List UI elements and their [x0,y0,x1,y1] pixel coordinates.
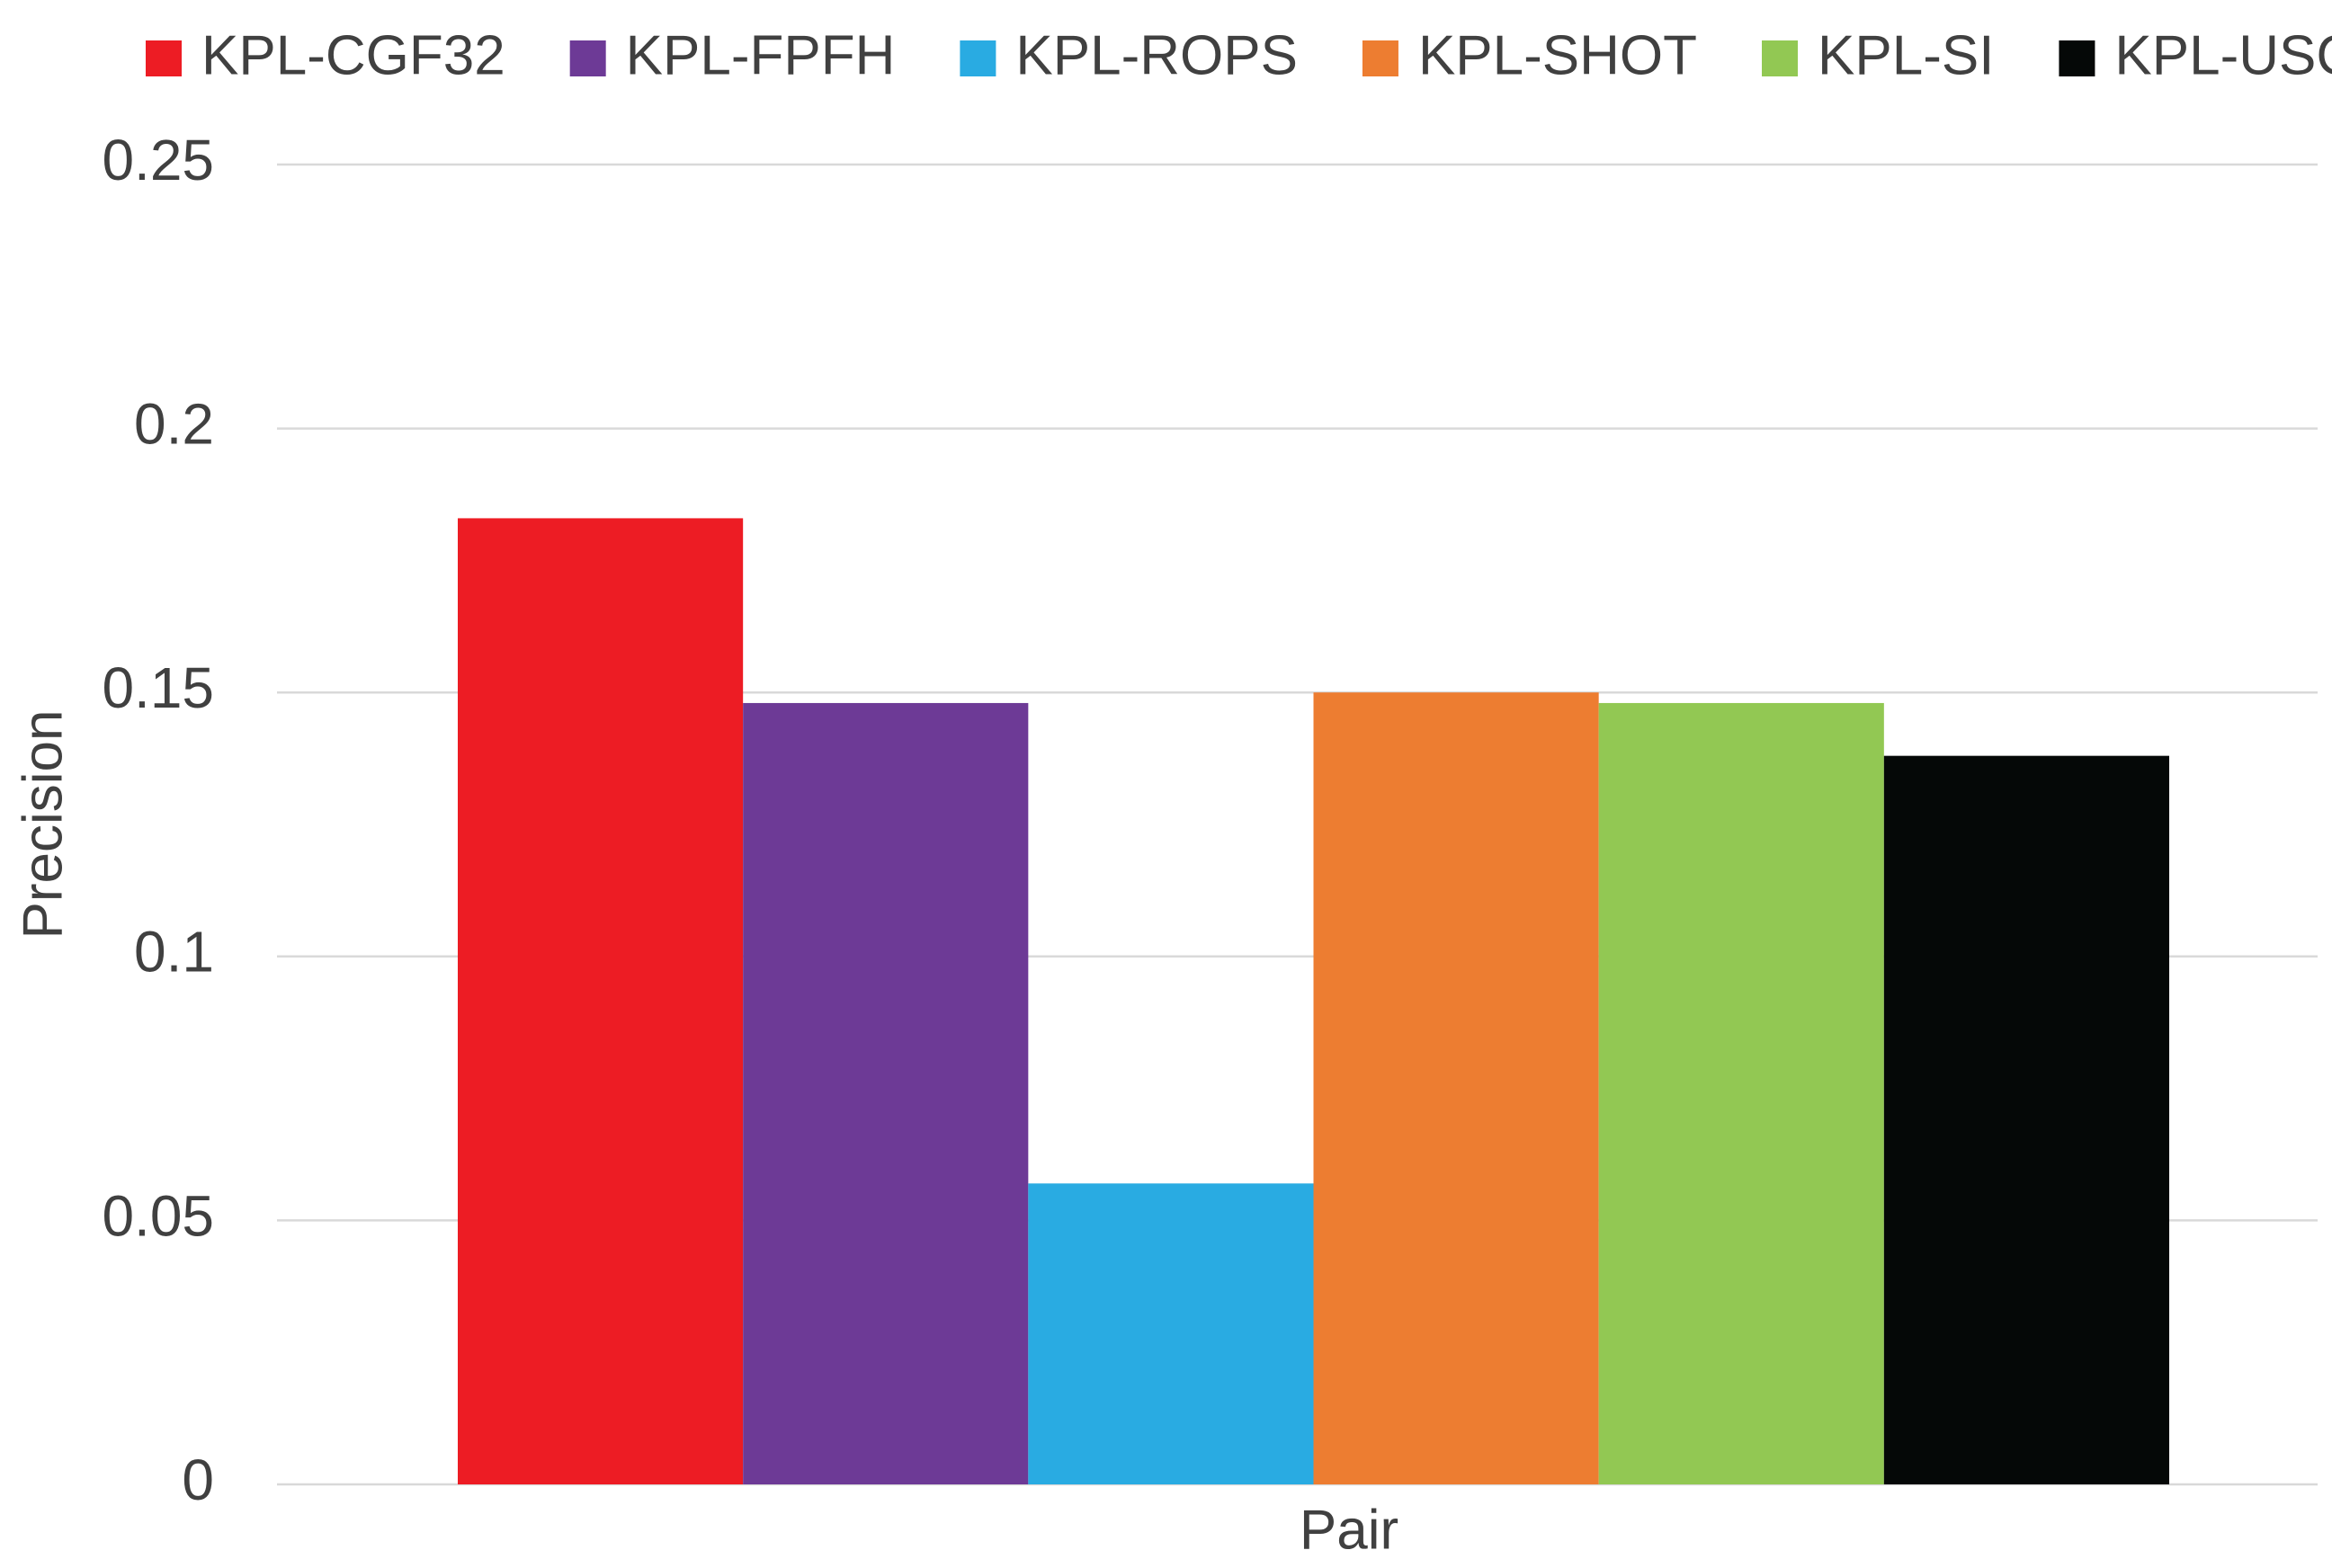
x-axis-title: Pair [1300,1499,1398,1561]
legend-swatch [1762,40,1798,76]
y-tick-label: 0.15 [102,655,214,720]
y-tick-label: 0.05 [102,1183,214,1248]
legend-label: KPL-FPFH [626,24,896,86]
legend-label: KPL-USC [2114,24,2332,86]
bar [1598,702,1884,1484]
bar [1883,755,2169,1484]
y-tick-label: 0.25 [102,128,214,192]
bar [1028,1183,1314,1484]
legend-label: KPL-CGF32 [201,24,505,86]
legend-swatch [1362,40,1398,76]
legend-label: KPL-SI [1818,24,1994,86]
bar [1313,692,1599,1484]
legend-label: KPL-ROPS [1015,24,1298,86]
y-tick-label: 0 [182,1448,214,1512]
y-axis-title: Precision [12,710,74,940]
legend-swatch [960,40,996,76]
legend-label: KPL-SHOT [1418,24,1697,86]
y-tick-label: 0.1 [134,920,214,984]
legend-swatch [146,40,182,76]
bar [458,518,744,1484]
y-tick-label: 0.2 [134,392,214,457]
legend-swatch [569,40,606,76]
bar [743,702,1029,1484]
legend-swatch [2059,40,2095,76]
